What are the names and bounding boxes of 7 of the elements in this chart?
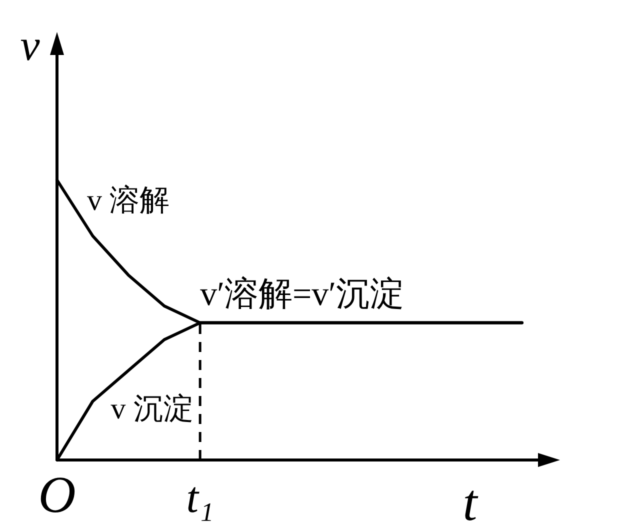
annotation: v′溶解=v′沉淀 [200,276,404,313]
series-label: v 溶解 [87,184,170,217]
x-tick-label: t₁ [186,473,214,522]
x-tick-label: O [38,467,76,524]
y-axis-title: v [20,21,40,70]
series-label: v 沉淀 [110,392,194,426]
x-axis-title: t [462,475,479,531]
